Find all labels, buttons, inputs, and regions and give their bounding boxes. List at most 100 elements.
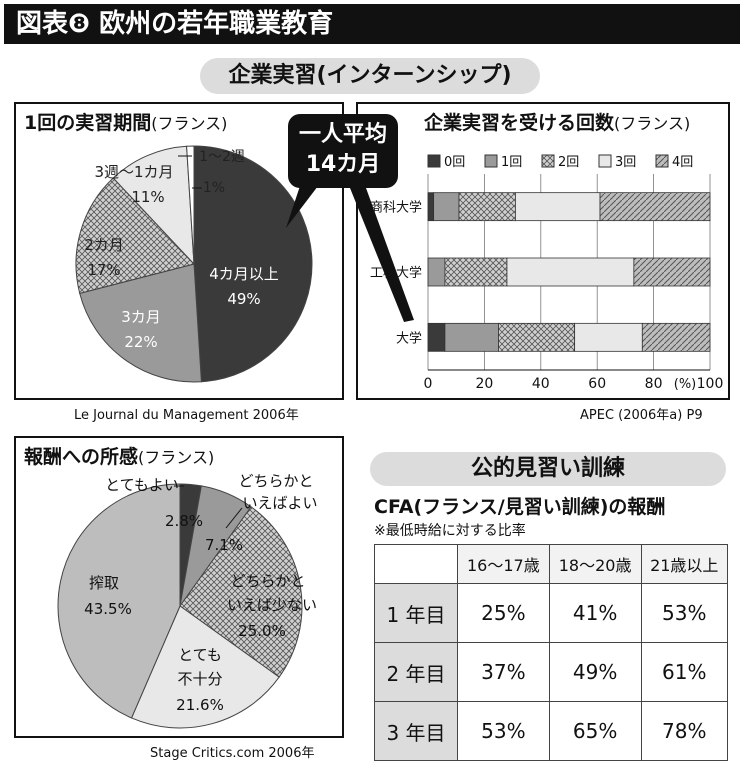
pie-value-label: 21.6% bbox=[176, 696, 224, 714]
cfa-cell: 49% bbox=[548, 642, 642, 702]
pie-slice-label: 2カ月 bbox=[84, 236, 124, 254]
pie-value-label: 2.8% bbox=[165, 512, 203, 530]
pie-slice-label: 搾取 bbox=[89, 574, 119, 592]
section-internship-label: 企業実習(インターンシップ) bbox=[200, 58, 540, 94]
pie-slice-label: 4カ月以上 bbox=[209, 265, 279, 283]
legend-swatch bbox=[655, 154, 669, 168]
bar-count-panel: 企業実習を受ける回数(フランス) 0回 1回 2回 3回 4回商科大学工科大学大学 0 20… bbox=[356, 102, 730, 400]
pie-slice bbox=[57, 483, 181, 719]
callout-line1: 一人平均 bbox=[298, 122, 387, 147]
pie-duration-title: 1回の実習期間(フランス) bbox=[24, 112, 228, 134]
bar-segment bbox=[427, 322, 446, 352]
pie-slice-label: どちらかと bbox=[230, 572, 305, 590]
pie-duration-chart: 4カ月以上 49% 3カ月 22% 2カ月 17% 3週～1カ月 11% 1～2週 1% bbox=[75, 145, 313, 383]
legend-label: 3回 bbox=[615, 155, 636, 170]
bar-segment bbox=[458, 192, 516, 222]
pie-duration-source: Le Journal du Management 2006年 bbox=[74, 408, 299, 423]
pie-slice bbox=[75, 177, 195, 294]
legend-swatch bbox=[598, 154, 612, 168]
pie-slice-label: とてもよい bbox=[105, 476, 179, 494]
bar-segment bbox=[506, 257, 635, 287]
pie-slice-label-cont: いえばよい bbox=[242, 494, 317, 512]
pie-value-label: 11% bbox=[131, 188, 164, 206]
cfa-cell: 65% bbox=[548, 701, 642, 761]
legend-label: 0回 bbox=[444, 155, 465, 170]
cfa-cell: 41% bbox=[548, 583, 642, 643]
cfa-row-header: 2 年目 bbox=[374, 642, 458, 702]
bar-segment bbox=[427, 257, 446, 287]
x-tick-label: 80 bbox=[645, 376, 663, 392]
bar-segment bbox=[641, 322, 711, 352]
bar-segment bbox=[498, 322, 576, 352]
cfa-cell: 37% bbox=[457, 642, 550, 702]
pie-value-label: 43.5% bbox=[84, 600, 132, 618]
cfa-row-header: 1 年目 bbox=[374, 583, 458, 643]
legend-label: 4回 bbox=[672, 155, 693, 170]
cfa-header-cell: 18～20歳 bbox=[548, 544, 642, 584]
pie-slice-label-cont: いえば少ない bbox=[227, 596, 317, 614]
cfa-table-note: ※最低時給に対する比率 bbox=[374, 523, 526, 539]
pie-slice bbox=[79, 263, 202, 383]
legend-swatch bbox=[484, 154, 498, 168]
pie-value-label: 22% bbox=[124, 333, 157, 351]
legend-label: 1回 bbox=[501, 155, 522, 170]
cfa-cell: 78% bbox=[640, 701, 728, 761]
legend-label: 2回 bbox=[558, 155, 579, 170]
callout-line2: 14カ月 bbox=[305, 152, 381, 177]
cfa-table-title: CFA(フランス/見習い訓練)の報酬 bbox=[374, 496, 666, 518]
bar-segment bbox=[427, 192, 435, 222]
cfa-header-cell: 16～17歳 bbox=[457, 544, 550, 584]
pie-value-label: 49% bbox=[227, 290, 260, 308]
cfa-cell: 61% bbox=[640, 642, 728, 702]
pie-value-label: 1% bbox=[203, 180, 225, 196]
pie-value-label: 17% bbox=[87, 261, 120, 279]
bar-segment bbox=[444, 257, 508, 287]
bar-segment bbox=[433, 192, 460, 222]
pie-slice-label: 3カ月 bbox=[121, 308, 161, 326]
pie-slice bbox=[179, 506, 303, 678]
pie-slice-label: 1～2週 bbox=[199, 149, 245, 165]
callout-average: 一人平均 14カ月 bbox=[288, 114, 398, 188]
category-label: 大学 bbox=[396, 330, 422, 346]
pie-feeling-title: 報酬への所感(フランス) bbox=[24, 446, 215, 468]
pie-feeling-source: Stage Critics.com 2006年 bbox=[150, 746, 315, 761]
x-tick-label: 20 bbox=[475, 376, 493, 392]
legend-swatch bbox=[541, 154, 555, 168]
cfa-cell: 53% bbox=[457, 701, 550, 761]
pie-slice bbox=[193, 145, 313, 383]
bar-segment bbox=[515, 192, 601, 222]
category-label: 商科大学 bbox=[370, 200, 422, 216]
cfa-row-header: 3 年目 bbox=[374, 701, 458, 761]
section-public-label: 公的見習い訓練 bbox=[370, 452, 726, 486]
x-unit-label: (%) bbox=[674, 377, 697, 392]
cfa-header-cell bbox=[374, 544, 458, 584]
pie-slice-label: 3週～1カ月 bbox=[94, 163, 173, 181]
pie-slice bbox=[186, 145, 195, 265]
bar-count-title: 企業実習を受ける回数(フランス) bbox=[424, 112, 691, 134]
bar-segment bbox=[599, 192, 711, 222]
bar-count-source: APEC (2006年a) P9 bbox=[580, 408, 703, 423]
leader-line bbox=[225, 507, 243, 529]
pie-slice bbox=[130, 605, 280, 729]
cfa-table: 16～17歳 18～20歳 21歳以上 1 年目 25% 41% 53% 2 年… bbox=[374, 544, 728, 761]
pie-slice-label-cont: 不十分 bbox=[177, 670, 222, 688]
x-tick-label: 40 bbox=[532, 376, 550, 392]
table-row: 1 年目 25% 41% 53% bbox=[374, 583, 728, 643]
pie-slice bbox=[112, 145, 195, 266]
x-tick-label: 60 bbox=[588, 376, 606, 392]
table-row: 3 年目 53% 65% 78% bbox=[374, 701, 728, 761]
cfa-cell: 53% bbox=[640, 583, 728, 643]
x-tick-label: 100 bbox=[697, 376, 724, 392]
bar-segment bbox=[574, 322, 643, 352]
pie-value-label: 7.1% bbox=[205, 536, 243, 554]
pie-feeling-panel: 報酬への所感(フランス) とてもよい 2.8% どちらかと いえばよい 7.1% どちらか… bbox=[14, 436, 344, 738]
cfa-header-cell: 21歳以上 bbox=[640, 544, 728, 584]
bar-segment bbox=[444, 322, 499, 352]
category-label: 工科大学 bbox=[370, 265, 422, 281]
pie-slice-label: どちらかと bbox=[238, 472, 313, 490]
pie-value-label: 25.0% bbox=[238, 622, 286, 640]
x-tick-label: 0 bbox=[424, 376, 433, 392]
legend-swatch bbox=[427, 154, 441, 168]
cfa-header-row: 16～17歳 18～20歳 21歳以上 bbox=[374, 544, 728, 584]
